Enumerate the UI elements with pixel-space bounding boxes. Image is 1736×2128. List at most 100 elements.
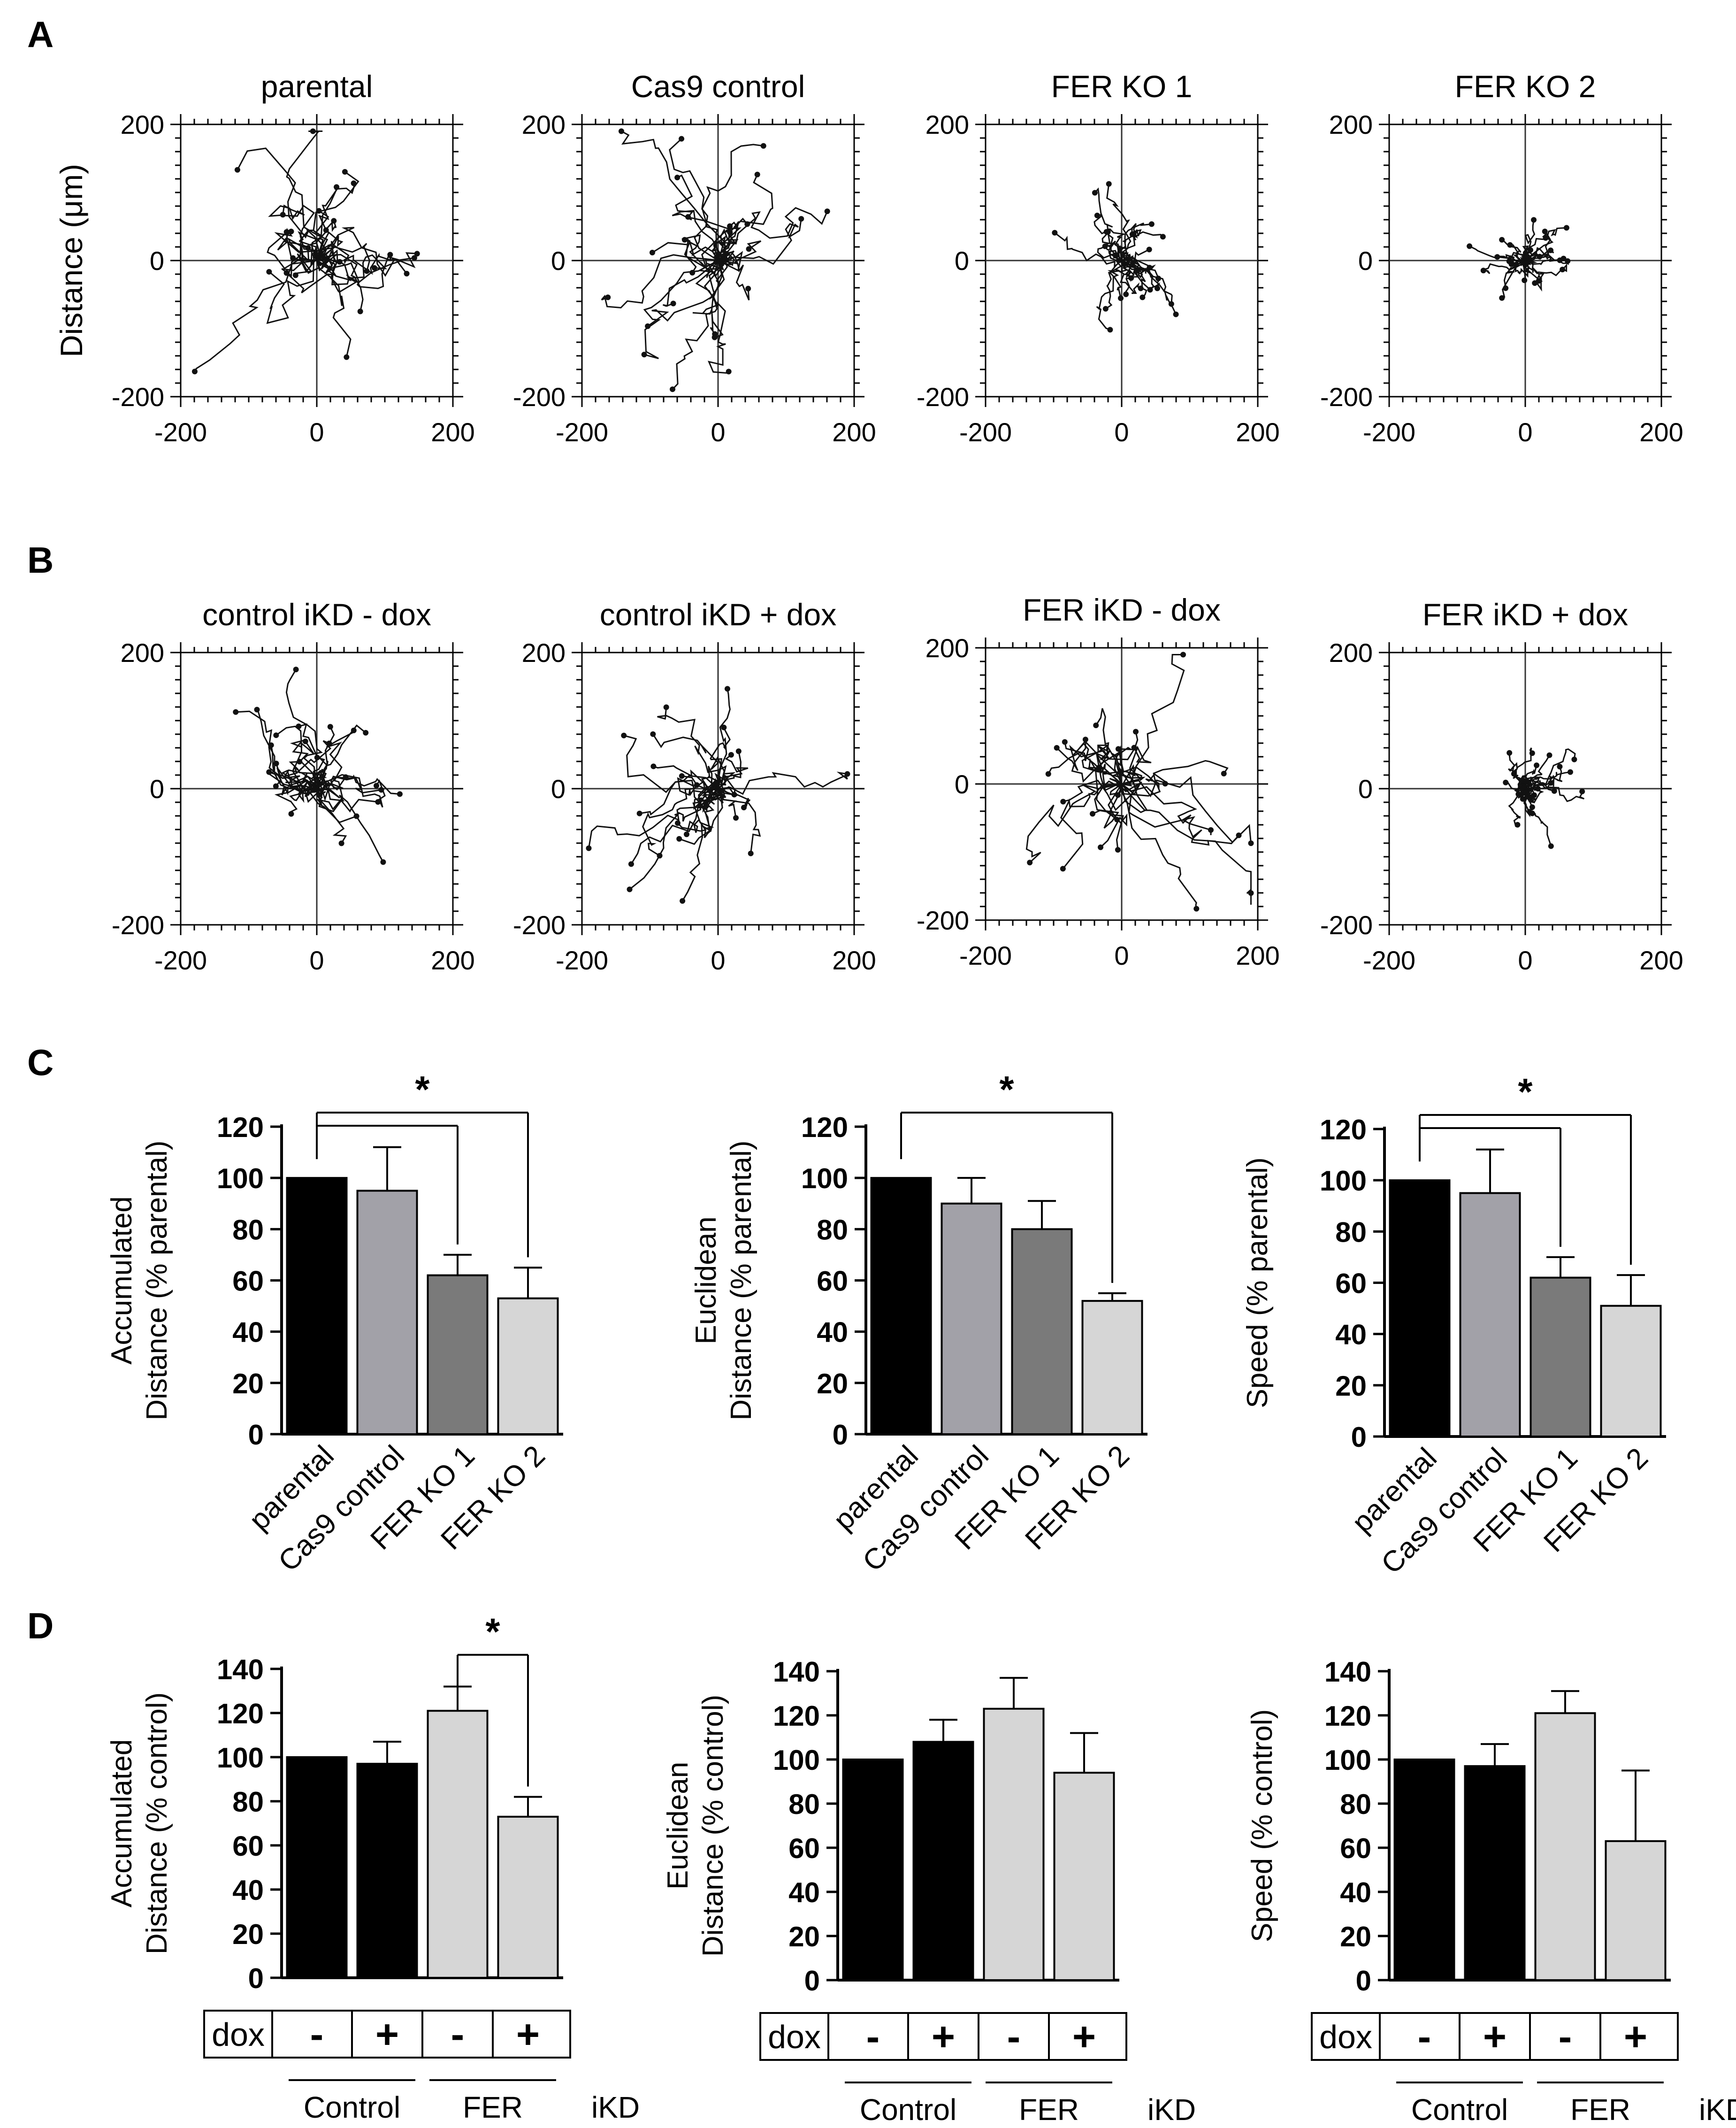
y-tick-label: 60 [817, 1266, 848, 1297]
y-tick-label: 80 [817, 1214, 848, 1245]
trajectory-path [1503, 260, 1526, 289]
y-tick-label: 0 [1358, 774, 1373, 804]
dox-table [1311, 2012, 1679, 2061]
trajectory-path [316, 776, 346, 799]
trajectory-path [1096, 754, 1148, 814]
dox-value: + [1483, 2014, 1507, 2059]
trajectory-endpoint [1092, 190, 1098, 196]
trajectory-endpoint [745, 285, 751, 292]
trajectory-endpoint [683, 831, 689, 837]
y-tick-label: 0 [955, 769, 969, 799]
trajectory-endpoint [1507, 750, 1513, 756]
y-tick-label: 40 [788, 1877, 820, 1908]
trajectory-path [286, 260, 337, 293]
y-tick-label: 0 [955, 246, 969, 276]
trajectory-path [1111, 746, 1134, 787]
group-label: FER [1570, 2093, 1630, 2127]
x-tick-label: 200 [1639, 417, 1683, 447]
y-tick-label: 120 [1320, 1114, 1367, 1145]
y-tick-label: 200 [121, 110, 164, 139]
trajectory-endpoint [1520, 777, 1526, 784]
trajectory-path [289, 784, 357, 823]
trajectory-endpoint [681, 237, 688, 243]
panel-label-d: D [27, 1605, 54, 1646]
trajectory-endpoint [364, 268, 370, 274]
trajectory-endpoint [254, 707, 260, 713]
bar-3 [1011, 1228, 1073, 1435]
x-tick-label: 0 [711, 945, 725, 975]
dox-value: + [516, 2012, 540, 2057]
trajectory-path [1054, 232, 1122, 268]
trajectory-endpoint [1146, 246, 1152, 253]
trajectory-path [1121, 783, 1212, 836]
trajectory-endpoint [1117, 295, 1124, 301]
trajectory-path [1108, 783, 1124, 850]
y-tick-label: 0 [150, 246, 164, 276]
trajectory-endpoint [1148, 221, 1155, 227]
x-tick-label: -200 [959, 941, 1012, 970]
x-tick-label: -200 [556, 945, 608, 975]
trajectory-plot-8: FER iKD + dox -200 0 200 200 0 -200 [1320, 597, 1683, 975]
trajectory-endpoint [1579, 788, 1585, 794]
trajectory-endpoint [746, 246, 752, 252]
trajectory-path [588, 788, 719, 849]
y-tick-label: 200 [925, 110, 969, 139]
trajectory-endpoint [1208, 827, 1214, 833]
trajectory-endpoint [1248, 890, 1254, 896]
trajectory-plot-1: parental -200 0 200 200 0 -200 Distance (μm) [54, 69, 475, 447]
y-tick-label: 20 [1335, 1370, 1367, 1402]
y-tick-label: 20 [232, 1919, 264, 1950]
trajectory-endpoint [1494, 254, 1500, 260]
trajectory-endpoint [1102, 243, 1108, 249]
y-tick-label: -200 [917, 382, 969, 412]
plot-title: FER iKD - dox [1023, 592, 1221, 627]
y-tick-label: 100 [773, 1744, 820, 1776]
bar-1 [286, 1756, 348, 1979]
trajectory-endpoint [605, 294, 611, 300]
dox-value: + [932, 2014, 955, 2059]
trajectory-path [310, 186, 338, 261]
y-tick-label: -200 [917, 906, 969, 935]
trajectory-endpoint [1248, 840, 1254, 846]
trajectory-path [1109, 777, 1197, 909]
trajectory-endpoint [679, 136, 685, 142]
trajectory-endpoint [586, 845, 592, 851]
plot-title: FER KO 1 [1051, 69, 1193, 104]
trajectory-endpoint [721, 724, 727, 730]
plot-title: control iKD + dox [600, 597, 836, 632]
dox-value: - [451, 2012, 465, 2057]
x-tick-label: 0 [309, 417, 324, 447]
trajectory-path [647, 260, 725, 327]
bar-3 [1530, 1276, 1591, 1437]
trajectory-endpoint [712, 331, 718, 337]
trajectory-path [1121, 260, 1135, 283]
trajectory-endpoint [314, 754, 320, 761]
y-tick-label: 100 [217, 1742, 264, 1774]
trajectory-endpoint [1052, 230, 1058, 236]
trajectory-endpoint [1560, 267, 1566, 273]
trajectory-path [718, 754, 749, 796]
trajectory-endpoint [679, 773, 685, 779]
bar-3 [427, 1274, 489, 1435]
dox-value: + [1624, 2014, 1647, 2059]
trajectory-endpoint [1082, 737, 1088, 743]
trajectory-endpoint [1529, 750, 1535, 756]
trajectory-path [316, 730, 355, 811]
trajectory-endpoint [411, 255, 417, 261]
trajectory-path [1501, 253, 1526, 299]
y-tick-label: 40 [232, 1317, 264, 1348]
y-tick-label: 120 [217, 1698, 264, 1729]
trajectory-path [677, 788, 726, 838]
trajectory-path [623, 735, 719, 813]
trajectory-endpoint [397, 791, 403, 797]
trajectory-endpoint [1531, 217, 1537, 223]
trajectory-path [657, 707, 721, 789]
trajectory-endpoint [336, 259, 343, 265]
trajectory-endpoint [1532, 280, 1538, 286]
trajectory-endpoint [1542, 228, 1548, 234]
trajectory-endpoint [292, 272, 298, 278]
trajectory-path [1056, 745, 1123, 785]
trajectory-path [713, 689, 731, 789]
bar-3 [983, 1707, 1045, 1981]
